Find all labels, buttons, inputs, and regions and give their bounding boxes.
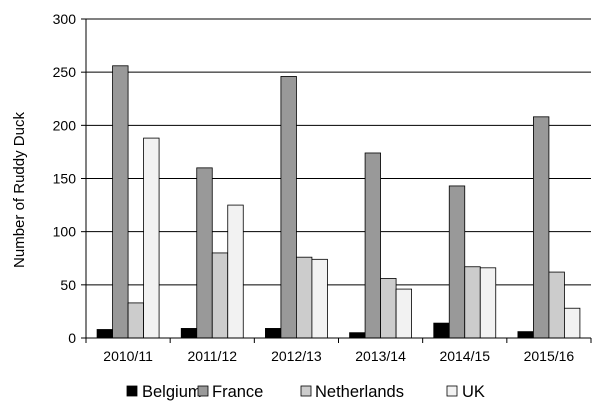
legend-label: France xyxy=(212,383,263,401)
bar xyxy=(180,328,198,339)
bar xyxy=(196,167,213,339)
bar xyxy=(143,137,160,339)
bar xyxy=(479,267,497,339)
bars-group xyxy=(96,65,581,339)
y-axis: 0 50 100 150 200 250 300 xyxy=(53,11,87,346)
bar xyxy=(464,266,481,339)
x-tick-label: 2010/11 xyxy=(103,348,153,364)
bar xyxy=(112,65,129,339)
bar xyxy=(564,307,581,339)
bar xyxy=(548,271,565,339)
legend-label: UK xyxy=(462,383,485,401)
legend-swatch xyxy=(446,385,458,397)
bar xyxy=(227,204,244,339)
gridlines xyxy=(86,18,591,286)
x-tick-label: 2011/12 xyxy=(187,348,237,364)
y-tick-label: 300 xyxy=(53,11,77,27)
x-tick-label: 2015/16 xyxy=(524,348,575,364)
bar xyxy=(311,258,328,339)
y-tick-label: 100 xyxy=(53,224,77,240)
y-tick-label: 250 xyxy=(53,64,77,80)
legend-swatch xyxy=(197,385,209,397)
bar xyxy=(96,329,113,339)
bar xyxy=(395,288,412,339)
bar xyxy=(265,328,282,339)
legend-swatch xyxy=(126,385,138,397)
bar xyxy=(433,322,450,339)
bar xyxy=(380,278,397,339)
legend-label: Belgium xyxy=(142,383,202,401)
bar xyxy=(448,185,466,339)
x-axis: 2010/11 2011/12 2012/13 2013/14 2014/15 2015/… xyxy=(85,337,592,364)
bar xyxy=(349,332,366,339)
x-tick-label: 2013/14 xyxy=(355,348,406,364)
x-tick-label: 2014/15 xyxy=(439,348,490,364)
y-tick-label: 150 xyxy=(53,171,77,187)
bar xyxy=(211,252,229,339)
y-tick-label: 0 xyxy=(68,330,76,346)
legend-label: Netherlands xyxy=(315,383,404,401)
x-tick-label: 2012/13 xyxy=(271,348,322,364)
bar xyxy=(533,116,550,339)
y-axis-label: Number of Ruddy Duck xyxy=(11,112,28,268)
y-tick-label: 50 xyxy=(60,277,76,293)
bar xyxy=(280,76,297,339)
bar xyxy=(517,331,534,339)
bar xyxy=(364,152,381,339)
legend-swatch xyxy=(300,385,312,397)
bar xyxy=(296,256,313,339)
legend: Belgium France Netherlands UK xyxy=(126,383,485,401)
y-tick-label: 200 xyxy=(53,117,77,133)
bar xyxy=(127,302,144,339)
